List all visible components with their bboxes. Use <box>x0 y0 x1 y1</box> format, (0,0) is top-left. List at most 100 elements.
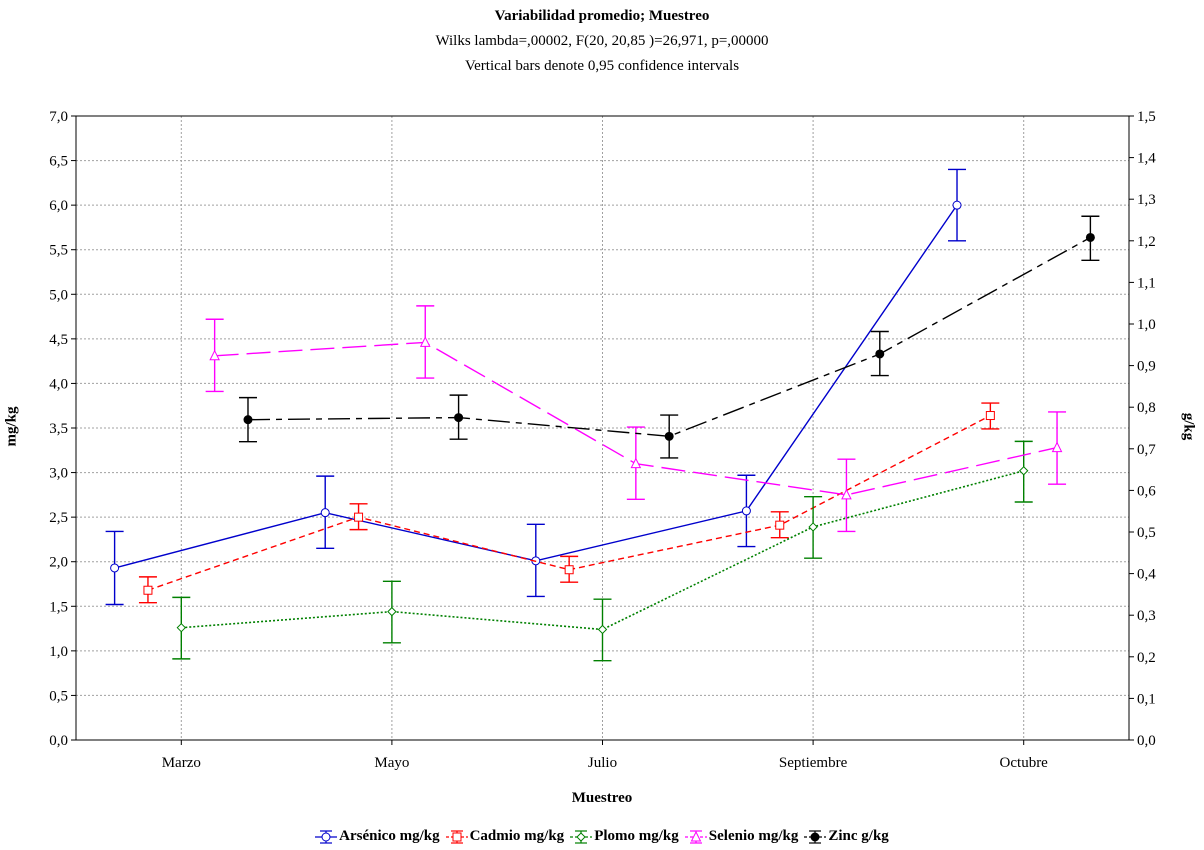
marker-diamond <box>597 624 608 635</box>
chart-note: Vertical bars denote 0,95 confidence int… <box>464 58 740 74</box>
marker-square <box>985 411 995 421</box>
x-tick-label: Julio <box>588 755 617 771</box>
y2-tick-label: 1,1 <box>1137 275 1156 291</box>
marker-square <box>143 585 153 595</box>
marker-circle <box>321 832 331 841</box>
marker-circle <box>320 508 330 518</box>
marker-dot <box>664 431 674 441</box>
legend-item: Plomo mg/kg <box>570 828 679 845</box>
x-tick-label: Octubre <box>1000 755 1049 771</box>
y-tick-label: 1,0 <box>49 644 68 660</box>
legend-swatch <box>570 829 593 844</box>
marker-diamond <box>576 831 586 842</box>
marker-circle <box>110 563 120 573</box>
legend-label: Arsénico mg/kg <box>339 828 440 844</box>
series-line <box>247 236 1091 438</box>
marker-dot <box>454 413 464 423</box>
chart-subtitle: Wilks lambda=,00002, F(20, 20,85 )=26,97… <box>435 33 769 49</box>
y-tick-label: 5,0 <box>49 287 68 303</box>
y2-tick-label: 0,5 <box>1137 525 1156 541</box>
marker-triangle <box>630 457 642 469</box>
y-tick-label: 3,5 <box>49 421 68 437</box>
y-tick-label: 2,5 <box>49 510 68 526</box>
legend-swatch <box>804 829 827 844</box>
marker-circle <box>741 506 751 516</box>
legend-label: Selenio mg/kg <box>708 828 799 844</box>
legend-item: Arsénico mg/kg <box>315 828 440 845</box>
y-tick-label: 4,0 <box>49 376 68 392</box>
x-tick-label: Septiembre <box>779 755 848 771</box>
legend-label: Zinc g/kg <box>828 828 889 844</box>
y2-tick-label: 1,3 <box>1137 192 1156 208</box>
y2-tick-label: 1,2 <box>1137 234 1156 250</box>
marker-dot <box>243 415 253 425</box>
y-tick-label: 0,0 <box>49 733 68 749</box>
y-tick-label: 1,5 <box>49 599 68 615</box>
y2-tick-label: 1,5 <box>1137 109 1156 125</box>
legend-swatch <box>315 829 338 844</box>
marker-square <box>775 520 785 530</box>
marker-diamond <box>176 622 187 633</box>
marker-triangle <box>209 349 220 361</box>
marker-diamond <box>808 522 818 532</box>
y-tick-label: 3,0 <box>49 466 68 482</box>
series-line <box>147 414 991 591</box>
y-tick-label: 6,5 <box>49 154 68 170</box>
y-tick-label: 7,0 <box>49 109 68 125</box>
x-axis: Marzo Mayo Julio Septiembre Octubre <box>162 740 1048 771</box>
legend-swatch <box>445 829 468 844</box>
y2-tick-label: 0,9 <box>1137 359 1156 375</box>
series-3 <box>205 305 1067 533</box>
legend-label: Cadmio mg/kg <box>469 828 565 844</box>
marker-diamond <box>387 606 397 617</box>
legend-item: Selenio mg/kg <box>684 828 799 845</box>
x-axis-title: Muestreo <box>571 790 633 806</box>
y-tick-label: 0,5 <box>49 688 68 704</box>
legend-item: Cadmio mg/kg <box>445 828 565 845</box>
marker-dot <box>1085 232 1095 242</box>
y2-tick-label: 0,7 <box>1137 442 1156 458</box>
y2-tick-label: 0,0 <box>1137 733 1156 749</box>
marker-circle <box>952 200 962 210</box>
y-tick-label: 6,0 <box>49 198 68 214</box>
series-line <box>114 204 958 569</box>
marker-square <box>452 832 462 841</box>
marker-dot <box>810 832 820 841</box>
y-tick-label: 2,0 <box>49 555 68 571</box>
x-tick-label: Marzo <box>162 755 201 771</box>
y2-tick-label: 0,3 <box>1137 608 1156 624</box>
series-0 <box>105 168 967 606</box>
marker-square <box>564 565 574 575</box>
y2-tick-label: 0,8 <box>1137 400 1156 416</box>
y2-tick-label: 0,2 <box>1137 650 1156 666</box>
y-tick-label: 5,5 <box>49 243 68 259</box>
chart-title: Variabilidad promedio; Muestreo <box>494 8 710 24</box>
legend-swatch <box>684 829 707 844</box>
marker-dot <box>875 349 885 359</box>
chart-legend: Arsénico mg/kg Cadmio mg/kg Plomo mg/kg Sel… <box>0 828 1204 850</box>
marker-triangle <box>1051 441 1063 453</box>
y2-axis-title: g/kg <box>1180 412 1197 441</box>
y2-tick-label: 0,6 <box>1137 483 1156 499</box>
y2-tick-label: 1,0 <box>1137 317 1156 333</box>
y-tick-label: 4,5 <box>49 332 68 348</box>
series-4 <box>238 215 1100 459</box>
y-axis-left: 0,0 0,5 1,0 1,5 2,0 2,5 3,0 3,5 4,0 4,5 5,0 5,5 6,0 6… <box>49 109 76 749</box>
y2-tick-label: 0,1 <box>1137 691 1156 707</box>
legend-label: Plomo mg/kg <box>594 828 679 844</box>
y-axis-right: 0,0 0,1 0,2 0,3 0,4 0,5 0,6 0,7 0,8 0,9 1,0 1,1 1,2 1… <box>1129 109 1156 749</box>
y2-tick-label: 0,4 <box>1137 567 1156 583</box>
y-axis-title: mg/kg <box>3 406 20 447</box>
series-line <box>181 470 1024 631</box>
marker-triangle <box>690 830 702 841</box>
marker-square <box>354 512 364 522</box>
y2-tick-label: 1,4 <box>1137 151 1156 167</box>
x-tick-label: Mayo <box>374 755 409 771</box>
marker-diamond <box>1018 466 1029 476</box>
series-1 <box>138 402 1000 604</box>
series-2 <box>172 440 1033 662</box>
legend-item: Zinc g/kg <box>804 828 889 845</box>
marker-triangle <box>419 336 431 347</box>
marker-triangle <box>841 488 852 500</box>
